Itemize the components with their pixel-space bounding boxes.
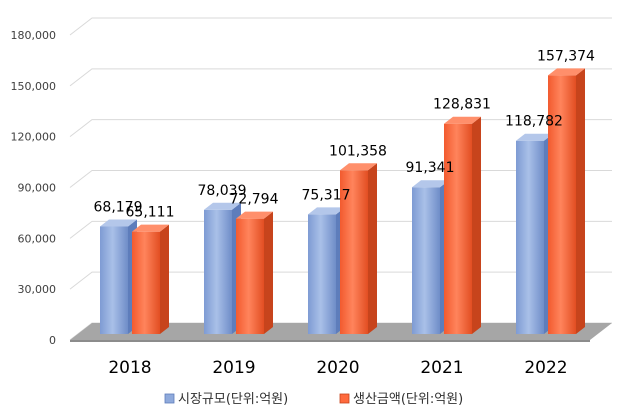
gridline: [69, 68, 612, 87]
y-axis-ticks: 0 30,000 60,000 90,000 120,000 150,000 180,000: [11, 29, 57, 347]
x-tick-label: 2018: [108, 358, 151, 378]
bar-front: [548, 75, 576, 334]
bar-side: [160, 224, 169, 334]
x-tick-label: 2021: [420, 358, 463, 378]
bar-production-amount: [340, 163, 377, 334]
x-tick-label: 2019: [212, 358, 255, 378]
bar-side: [472, 116, 481, 334]
floor-edge: [70, 340, 590, 342]
bar-front: [100, 226, 128, 334]
bar-side: [264, 211, 273, 334]
bar-production-amount: [132, 224, 169, 334]
y-tick-label: 180,000: [11, 29, 57, 42]
bar-market-size: [308, 207, 345, 334]
bar-top: [412, 180, 449, 188]
data-label: 68,179: [94, 199, 143, 215]
bar-market-size: [204, 202, 241, 334]
y-tick-label: 0: [49, 334, 56, 347]
data-label: 118,782: [505, 114, 563, 130]
bar-top: [444, 116, 481, 124]
gridline: [69, 17, 612, 36]
y-tick-label: 60,000: [18, 232, 57, 245]
legend-swatch: [164, 393, 175, 404]
legend-label: 시장규모(단위:억원): [178, 392, 288, 407]
data-label: 75,317: [302, 187, 351, 203]
gridline: [69, 170, 612, 188]
bar-production-amount: [236, 211, 273, 334]
y-tick-label: 30,000: [18, 283, 57, 296]
bar-top: [308, 207, 345, 215]
data-label: 101,358: [329, 143, 387, 159]
bar-front: [308, 214, 336, 334]
data-label: 65,111: [126, 205, 175, 221]
bar-side: [576, 68, 585, 334]
bar-market-size: [100, 219, 137, 334]
bar-top: [340, 163, 377, 171]
bar-production-amount: [444, 116, 481, 334]
legend-item-market-size: 시장규모(단위:억원): [164, 392, 288, 407]
legend-item-production-amount: 생산금액(단위:억원): [339, 392, 463, 407]
bar-top: [204, 202, 241, 210]
bar-top: [548, 68, 585, 76]
x-tick-label: 2022: [524, 358, 567, 378]
bar-front: [340, 170, 368, 334]
bar-production-amount: [548, 68, 585, 334]
bar-front: [516, 140, 544, 334]
bar-top: [132, 224, 169, 232]
y-tick-label: 120,000: [11, 131, 57, 144]
legend: 시장규모(단위:억원) 생산금액(단위:억원): [164, 392, 463, 407]
y-tick-label: 150,000: [11, 80, 57, 93]
bar-front: [132, 231, 160, 334]
bar-side: [368, 163, 377, 334]
bar-top: [100, 219, 137, 227]
data-label: 128,831: [433, 97, 491, 113]
y-tick-label: 90,000: [18, 182, 57, 195]
bar-front: [444, 123, 472, 334]
data-label: 91,341: [406, 160, 455, 176]
bar-front: [204, 209, 232, 334]
gridline: [69, 119, 612, 138]
bar-front: [236, 218, 264, 334]
bar-top: [516, 133, 553, 141]
bar-top: [236, 211, 273, 219]
bars: [100, 68, 585, 334]
x-tick-label: 2020: [316, 358, 359, 378]
x-axis-ticks: 2018 2019 2020 2021 2022: [108, 358, 567, 378]
data-label: 157,374: [537, 48, 595, 64]
bar-market-size: [412, 180, 449, 334]
bar-front: [412, 187, 440, 334]
bar-market-size: [516, 133, 553, 334]
data-label: 78,039: [198, 183, 247, 199]
legend-swatch: [339, 393, 350, 404]
data-label: 72,794: [230, 192, 279, 208]
legend-label: 생산금액(단위:억원): [353, 392, 463, 407]
